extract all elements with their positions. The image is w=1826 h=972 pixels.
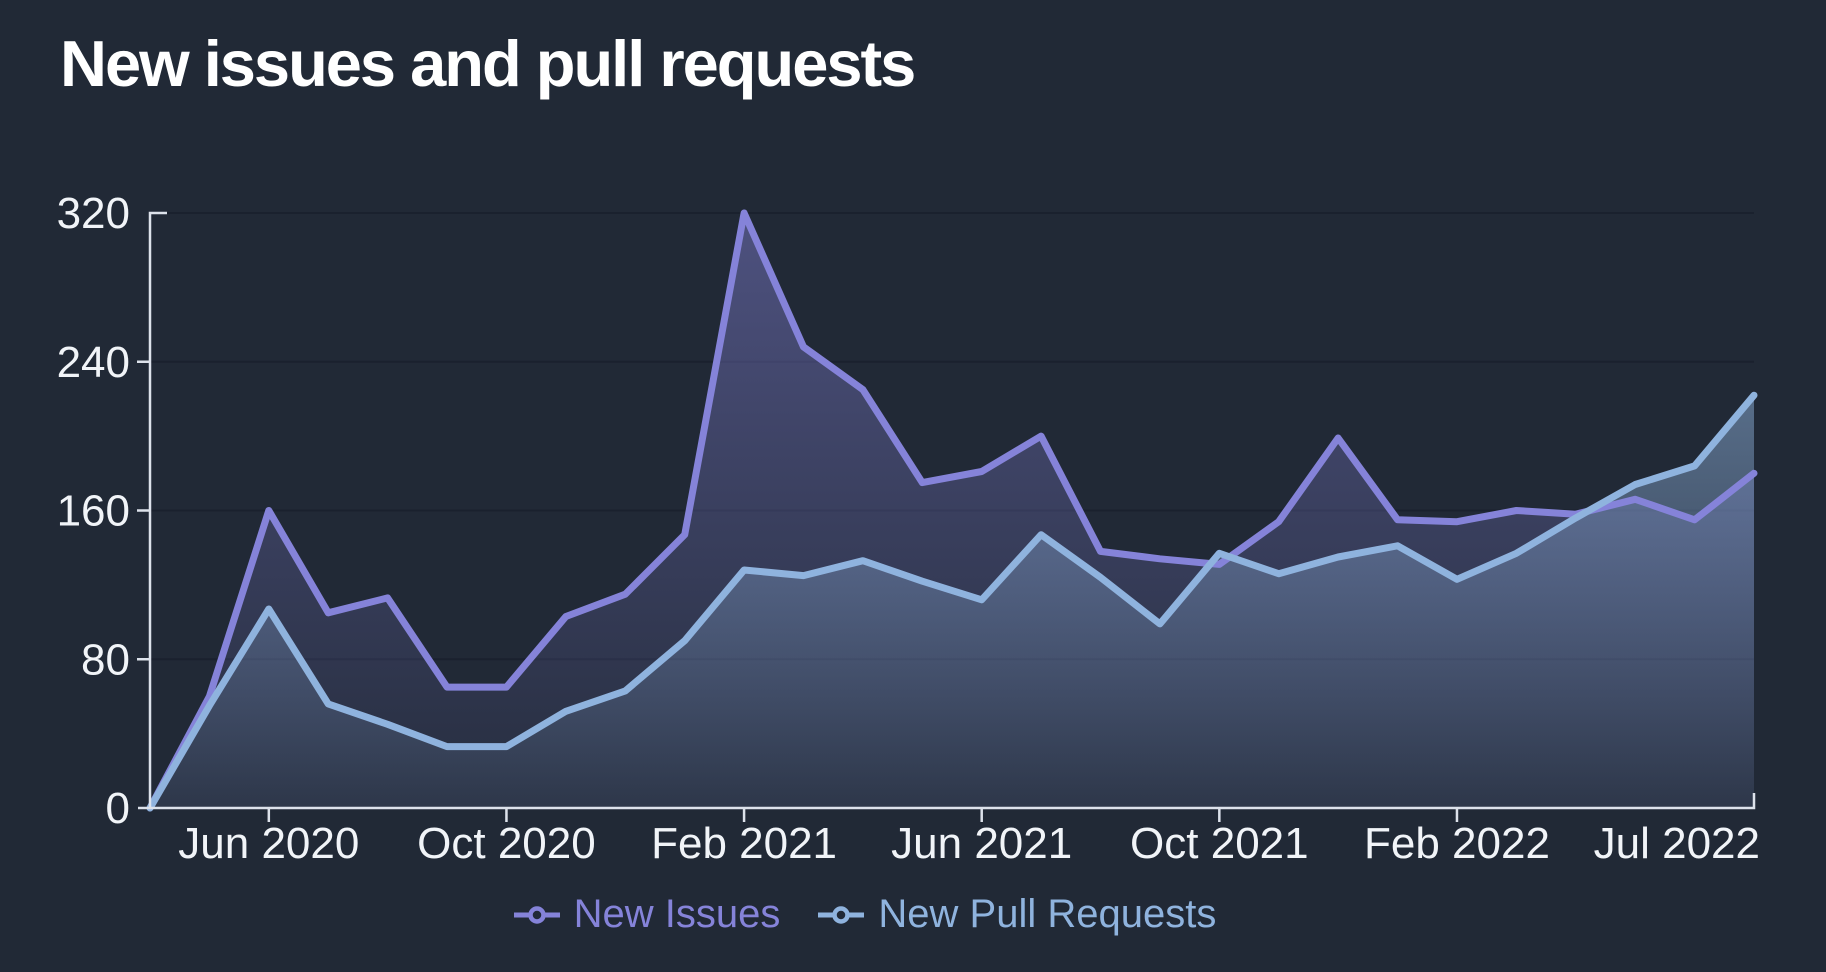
legend-label-new-pull-requests: New Pull Requests — [878, 892, 1217, 936]
new-issues-legend-marker-icon — [513, 905, 560, 924]
y-axis-label-0: 0 — [106, 784, 130, 833]
x-axis-label-feb-2021: Feb 2021 — [651, 819, 837, 868]
chart-title: New issues and pull requests — [60, 27, 916, 100]
axis-lines — [138, 211, 1756, 810]
legend-label-new-issues: New Issues — [573, 892, 781, 936]
y-axis-label-160: 160 — [57, 487, 130, 536]
x-axis-label-oct-2020: Oct 2020 — [417, 819, 596, 868]
x-axis-label-jun-2021: Jun 2021 — [891, 819, 1072, 868]
x-axis-label-feb-2022: Feb 2022 — [1364, 819, 1550, 868]
x-axis-label-jun-2020: Jun 2020 — [178, 819, 359, 868]
y-axis-label-320: 320 — [57, 189, 130, 238]
y-axis-label-240: 240 — [57, 338, 130, 387]
new-pull-requests-area — [150, 395, 1754, 808]
new-pull-requests-legend-marker-icon — [818, 905, 865, 924]
new-pull-requests-line — [146, 391, 1758, 812]
legend-item-new-issues[interactable]: New Issues — [513, 892, 781, 937]
y-axis-label-80: 80 — [81, 635, 130, 684]
x-axis-label-oct-2021: Oct 2021 — [1130, 819, 1309, 868]
chart-legend: New Issues New Pull Requests — [0, 892, 1778, 937]
new-issues-line — [146, 209, 1758, 812]
legend-item-new-pull-requests[interactable]: New Pull Requests — [818, 892, 1216, 937]
x-axis-label-jul-2022: Jul 2022 — [1594, 819, 1760, 868]
